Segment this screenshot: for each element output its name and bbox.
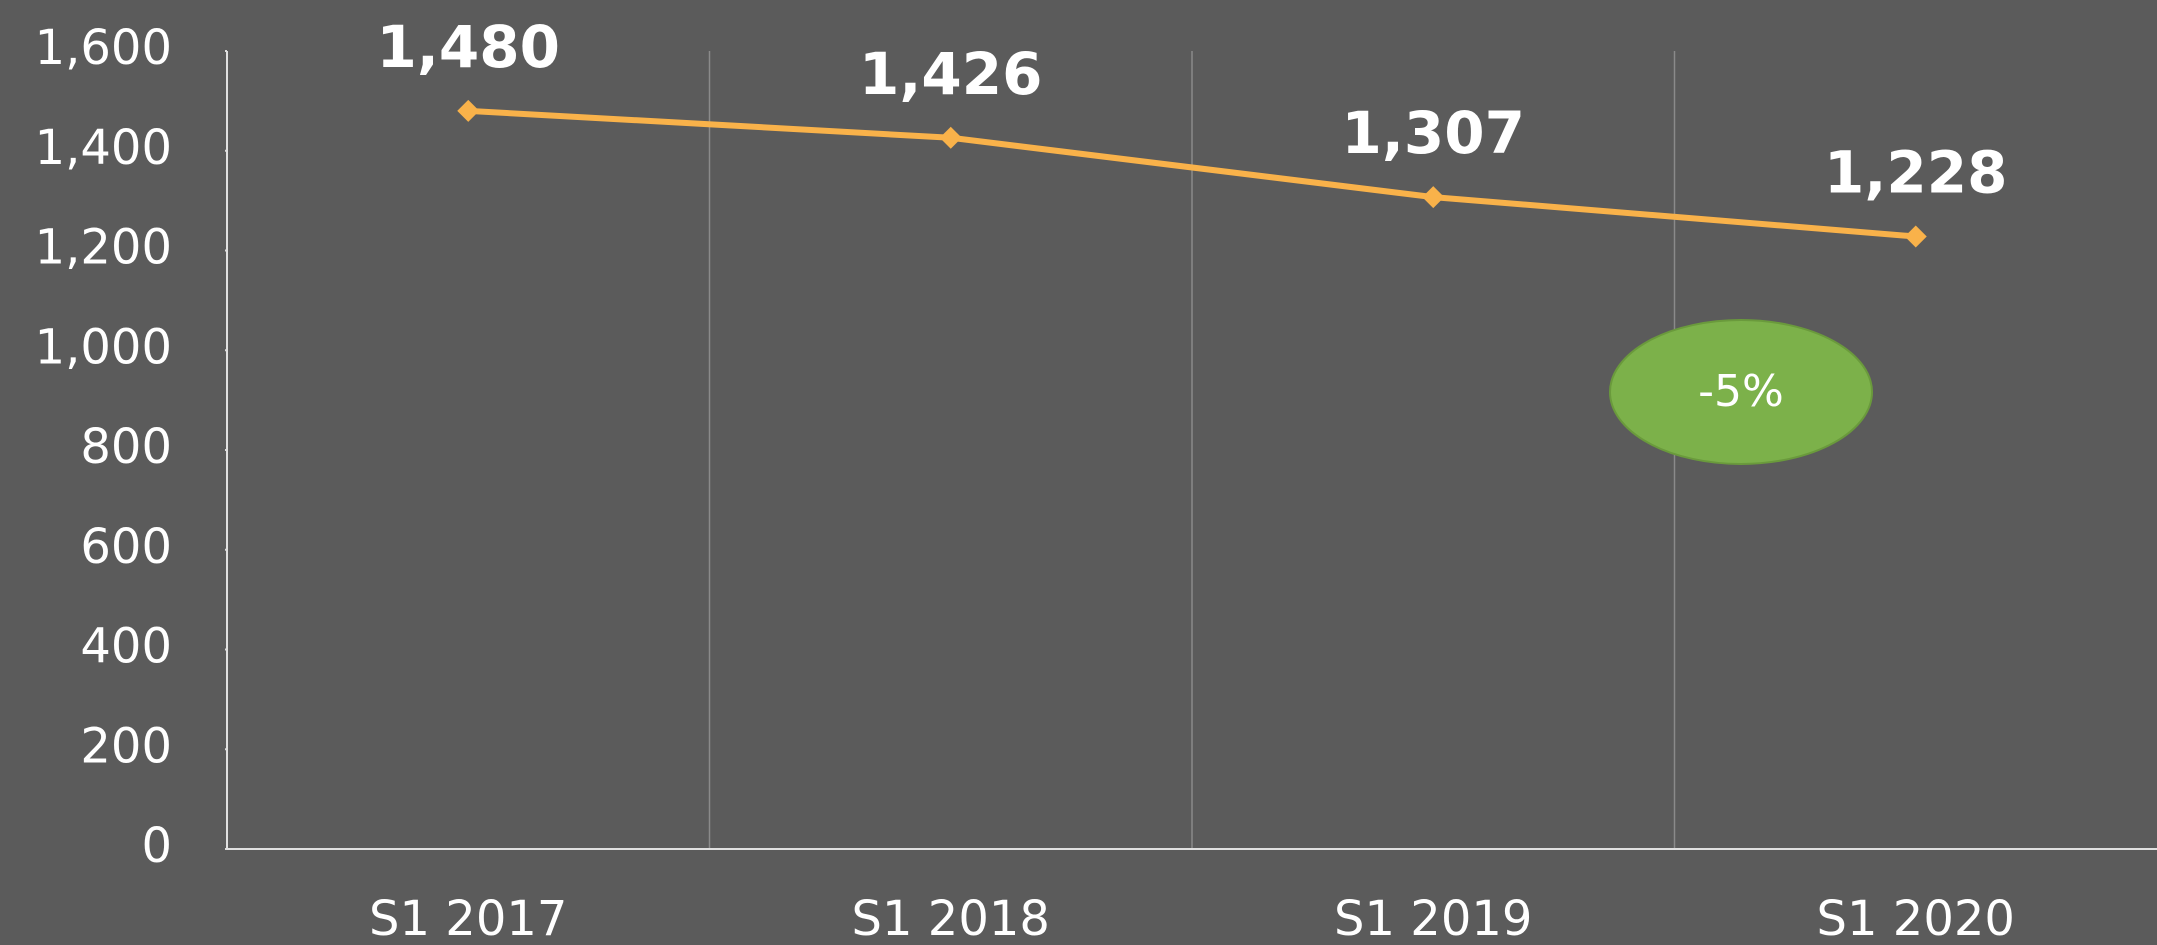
data-label: 1,228: [1824, 139, 2007, 207]
annotation-bubble: [1609, 319, 1873, 465]
marker: [1422, 186, 1445, 209]
y-tick-label: 1,400: [35, 120, 172, 176]
y-tick-label: 1,000: [35, 319, 172, 375]
y-tick-label: 0: [141, 818, 172, 874]
marker: [1904, 225, 1927, 248]
data-label: 1,426: [859, 40, 1042, 108]
x-tick-label: S1 2020: [1817, 891, 2015, 945]
y-tick-label: 1,200: [35, 220, 172, 276]
marker: [939, 126, 962, 149]
y-tick-label: 400: [80, 619, 172, 675]
y-tick-label: 1,600: [35, 20, 172, 76]
x-tick-label: S1 2018: [852, 891, 1050, 945]
x-tick-label: S1 2019: [1334, 891, 1532, 945]
y-tick-label: 200: [80, 718, 172, 774]
data-label: 1,307: [1342, 99, 1525, 167]
y-tick-label: 600: [80, 519, 172, 575]
data-label: 1,480: [377, 13, 560, 81]
marker: [457, 99, 480, 122]
line: [468, 107, 1916, 240]
y-tick-label: 800: [80, 419, 172, 475]
annotation-text: -5%: [1698, 366, 1784, 417]
x-tick-label: S1 2017: [369, 891, 567, 945]
